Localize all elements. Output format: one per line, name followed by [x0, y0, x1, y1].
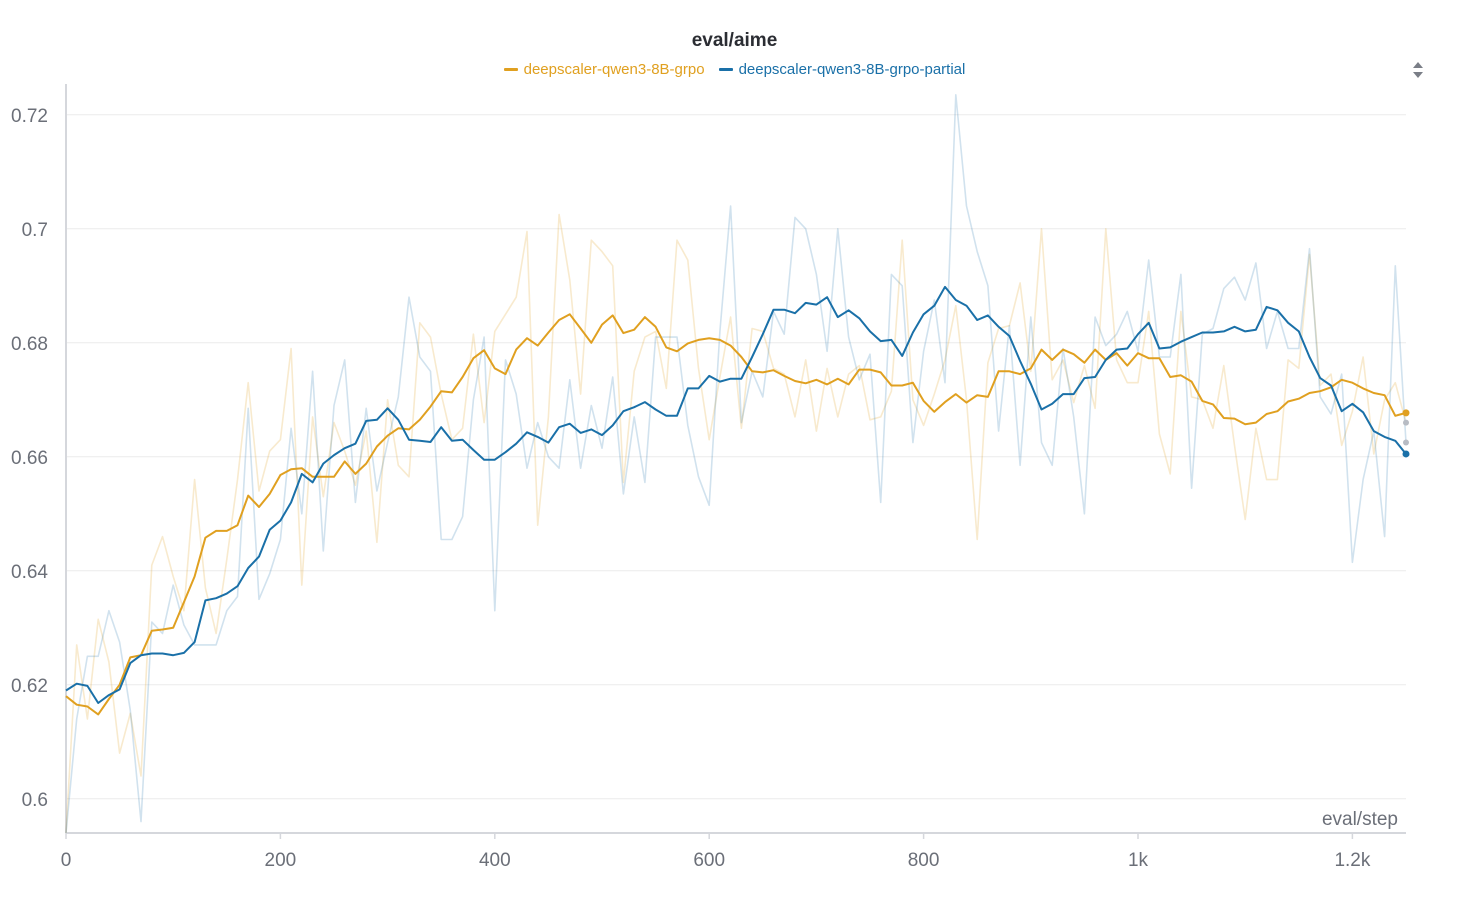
- raw-endpoint-marker-1: [1403, 439, 1409, 446]
- y-tick-label: 0.72: [11, 106, 48, 127]
- series-endpoint-marker-1: [1402, 450, 1410, 458]
- axis-layer: [65, 84, 1406, 839]
- series-endpoint-marker-0: [1402, 409, 1410, 417]
- x-tick-label: 1k: [1128, 850, 1149, 871]
- tick-label-layer: 0.6 0.62 0.64 0.66 0.68 0.7 0.72 0 200 400 600 800 1…: [11, 106, 1371, 871]
- legend-item-grpo[interactable]: deepscaler-qwen3-8B-grpo: [503, 61, 705, 78]
- legend-label-grpo: deepscaler-qwen3-8B-grpo: [523, 61, 705, 78]
- y-tick-label: 0.68: [11, 334, 48, 355]
- legend-item-grpo-partial[interactable]: deepscaler-qwen3-8B-grpo-partial: [718, 61, 966, 78]
- y-tick-label: 0.66: [11, 448, 48, 469]
- y-tick-label: 0.64: [11, 562, 48, 583]
- x-tick-label: 200: [265, 850, 297, 871]
- grid-layer: [66, 114, 1406, 800]
- y-tick-label: 0.6: [22, 790, 48, 811]
- raw-series-layer: [65, 94, 1407, 834]
- legend-label-grpo-partial: deepscaler-qwen3-8B-grpo-partial: [738, 61, 966, 78]
- legend: deepscaler-qwen3-8B-grpo deepscaler-qwen…: [0, 61, 1469, 78]
- sort-toggle[interactable]: [1411, 60, 1425, 80]
- chart-title: eval/aime: [691, 30, 778, 51]
- smoothed-series-line-0[interactable]: [65, 313, 1407, 716]
- legend-swatch-grpo: [503, 68, 518, 71]
- x-tick-label: 0: [61, 850, 72, 871]
- y-tick-label: 0.62: [11, 676, 48, 697]
- legend-swatch-grpo-partial: [718, 68, 733, 71]
- sort-updown-icon: [1413, 62, 1423, 78]
- x-tick-label: 400: [479, 850, 511, 871]
- x-axis-title: eval/step: [1322, 809, 1398, 830]
- smoothed-series-line-1[interactable]: [65, 285, 1407, 704]
- raw-series-line-1: [65, 94, 1407, 834]
- x-tick-label: 800: [908, 850, 940, 871]
- raw-endpoint-marker-0: [1403, 419, 1409, 426]
- raw-series-line-0: [65, 213, 1407, 834]
- x-tick-label: 1.2k: [1334, 850, 1370, 871]
- y-tick-label: 0.7: [22, 220, 48, 241]
- x-tick-label: 600: [693, 850, 725, 871]
- smoothed-series-layer: [65, 285, 1410, 716]
